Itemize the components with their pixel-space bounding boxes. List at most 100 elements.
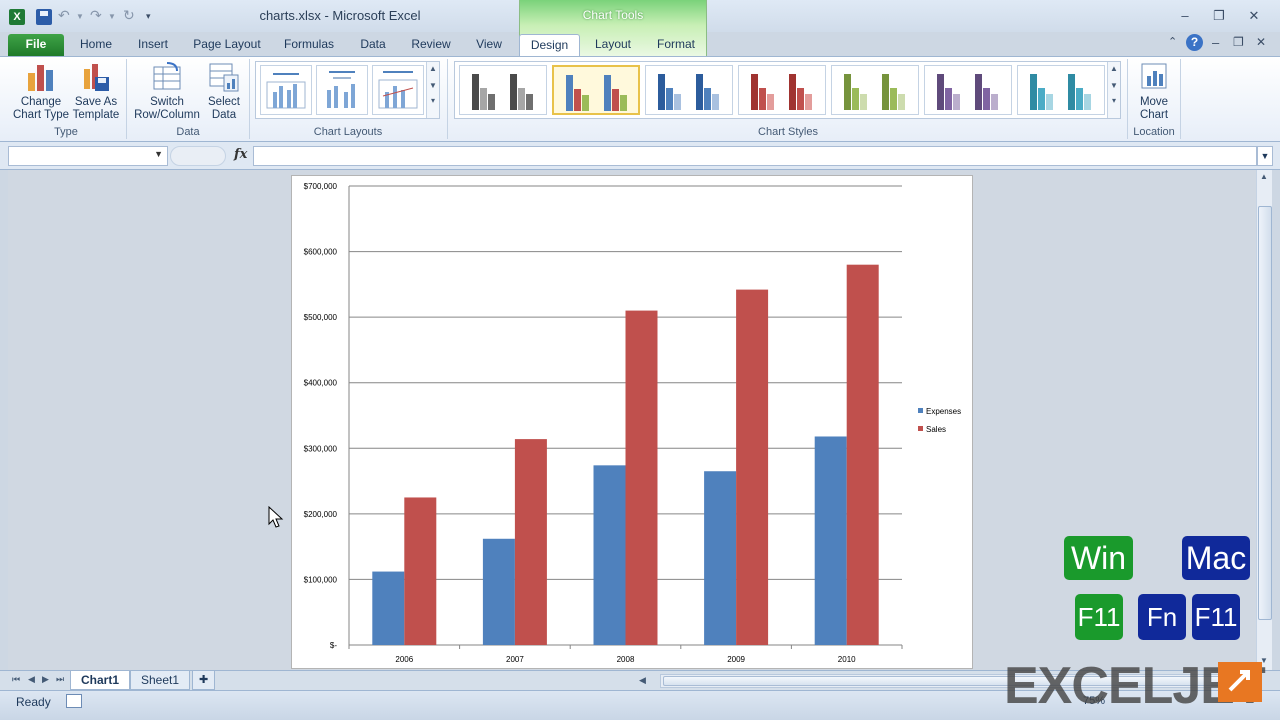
- chart-style-2[interactable]: [552, 65, 640, 115]
- sheet-tab-chart1[interactable]: Chart1: [70, 671, 131, 690]
- y-tick-label: $300,000: [304, 444, 338, 453]
- bar-expenses-2008: [593, 465, 626, 645]
- group-separator: [249, 59, 250, 139]
- legend-label-expenses: Expenses: [926, 407, 961, 416]
- macro-recording-icon[interactable]: [66, 694, 82, 708]
- group-separator: [126, 59, 127, 139]
- tab-review[interactable]: Review: [411, 37, 451, 51]
- chart-style-1[interactable]: [459, 65, 547, 115]
- doc-restore-icon[interactable]: ❐: [1233, 35, 1244, 49]
- group-separator: [447, 59, 448, 139]
- group-label-chart-styles: Chart Styles: [758, 126, 818, 138]
- switch-row-column-label: Switch Row/Column: [134, 96, 200, 121]
- doc-minimize-icon[interactable]: –: [1212, 35, 1220, 50]
- vertical-scroll-thumb[interactable]: [1258, 206, 1272, 620]
- tab-formulas[interactable]: Formulas: [283, 37, 334, 51]
- x-tick-label: 2007: [506, 655, 524, 664]
- vertical-scrollbar[interactable]: ▲ ▼: [1256, 170, 1272, 670]
- bar-expenses-2007: [482, 538, 515, 645]
- bar-sales-2010: [846, 264, 879, 645]
- y-tick-label: $600,000: [304, 248, 338, 257]
- tab-data[interactable]: Data: [360, 37, 386, 51]
- undo-icon[interactable]: ↶: [58, 7, 70, 23]
- minimize-button[interactable]: –: [1181, 8, 1189, 23]
- name-box-dropdown-icon[interactable]: ▼: [154, 149, 163, 159]
- tab-home[interactable]: Home: [79, 37, 112, 51]
- save-as-template-label: Save As Template: [72, 96, 120, 121]
- insert-sheet-icon[interactable]: ✚: [192, 671, 216, 690]
- chart-layouts-gallery[interactable]: ▲ ▼ ▾: [255, 61, 440, 119]
- chart-layout-2[interactable]: [316, 65, 368, 115]
- move-chart-icon: [1138, 61, 1170, 93]
- chart-area[interactable]: $- $100,000 $200,000 $300,000 $400,000 $500,0…: [291, 175, 973, 669]
- change-chart-type-label: Change Chart Type: [12, 96, 70, 121]
- x-tick-label: 2008: [617, 655, 635, 664]
- tab-design[interactable]: Design: [519, 34, 580, 56]
- chart-style-3[interactable]: [645, 65, 733, 115]
- name-box[interactable]: ▼: [8, 146, 168, 166]
- chart-styles-gallery[interactable]: ▲ ▼ ▾: [454, 61, 1121, 119]
- customize-qat-icon[interactable]: ▾: [146, 11, 151, 21]
- change-chart-type-icon: [25, 61, 57, 93]
- chart-style-5[interactable]: [831, 65, 919, 115]
- chart-plot[interactable]: $- $100,000 $200,000 $300,000 $400,000 $500,0…: [292, 176, 974, 670]
- bar-sales-2008: [625, 310, 658, 645]
- next-sheet-icon[interactable]: ▶: [42, 674, 49, 684]
- first-sheet-icon[interactable]: ⏮: [12, 674, 21, 684]
- save-as-template-icon: [80, 61, 112, 93]
- sheet-tab-bar: ⏮ ◀ ▶ ⏭ Chart1 Sheet1 ✚ ◀: [0, 670, 1280, 690]
- tab-view[interactable]: View: [476, 37, 502, 51]
- expand-formula-bar-icon[interactable]: ▼: [1257, 146, 1273, 166]
- chart-style-4[interactable]: [738, 65, 826, 115]
- excel-logo-icon[interactable]: X: [9, 9, 25, 25]
- repeat-icon[interactable]: ↻: [123, 7, 135, 23]
- chart-layouts-scroll[interactable]: ▲ ▼ ▾: [426, 62, 439, 118]
- undo-dropdown-icon[interactable]: ▼: [76, 12, 84, 21]
- y-tick-label: $700,000: [304, 182, 338, 191]
- last-sheet-icon[interactable]: ⏭: [56, 674, 65, 684]
- tab-layout[interactable]: Layout: [594, 37, 632, 51]
- change-chart-type-button[interactable]: Change Chart Type: [12, 59, 70, 122]
- group-separator: [1127, 59, 1128, 139]
- bar-expenses-2010: [814, 436, 847, 645]
- tab-page-layout[interactable]: Page Layout: [193, 37, 261, 51]
- tab-format[interactable]: Format: [656, 37, 695, 51]
- scroll-left-icon[interactable]: ◀: [639, 675, 646, 685]
- zoom-level[interactable]: 75%: [1083, 695, 1106, 707]
- move-chart-button[interactable]: Move Chart: [1132, 59, 1176, 122]
- scroll-down-icon[interactable]: ▼: [1260, 656, 1268, 665]
- tab-insert[interactable]: Insert: [137, 37, 168, 51]
- redo-icon[interactable]: ↷: [90, 7, 102, 23]
- doc-close-icon[interactable]: ✕: [1256, 35, 1267, 49]
- restore-button[interactable]: ❐: [1213, 8, 1225, 23]
- chart-styles-scroll[interactable]: ▲ ▼ ▾: [1107, 62, 1120, 118]
- prev-sheet-icon[interactable]: ◀: [28, 674, 35, 684]
- x-tick-label: 2009: [727, 655, 745, 664]
- save-icon[interactable]: [36, 9, 52, 25]
- chart-layout-1[interactable]: [260, 65, 312, 115]
- help-icon[interactable]: ?: [1186, 34, 1203, 51]
- chart-style-6[interactable]: [924, 65, 1012, 115]
- win-platform-badge: Win: [1064, 536, 1133, 580]
- formula-input[interactable]: [253, 146, 1257, 166]
- select-data-button[interactable]: Select Data: [204, 59, 244, 122]
- save-as-template-button[interactable]: Save As Template: [70, 59, 122, 122]
- formula-bar: ▼ fx ▼: [0, 142, 1280, 170]
- exceljet-logo: EXCELJET: [1004, 658, 1280, 720]
- ribbon: Change Chart Type Save As Template Type …: [0, 56, 1280, 142]
- formula-bar-splitter[interactable]: [170, 146, 226, 166]
- chart-sheet-workspace: $- $100,000 $200,000 $300,000 $400,000 $500,0…: [8, 170, 1256, 670]
- chart-style-7[interactable]: [1017, 65, 1105, 115]
- brand-mark-icon: [1218, 662, 1262, 702]
- tab-file[interactable]: File: [8, 34, 64, 56]
- group-separator: [1180, 59, 1181, 139]
- group-label-type: Type: [54, 126, 78, 138]
- close-button[interactable]: ✕: [1248, 8, 1260, 23]
- collapse-ribbon-icon[interactable]: ⌃: [1168, 36, 1178, 48]
- sheet-tab-sheet1[interactable]: Sheet1: [130, 671, 191, 690]
- chart-layout-3[interactable]: [372, 65, 424, 115]
- switch-row-column-button[interactable]: Switch Row/Column: [130, 59, 204, 122]
- redo-dropdown-icon[interactable]: ▼: [108, 12, 116, 21]
- insert-function-icon[interactable]: fx: [234, 147, 248, 162]
- scroll-up-icon[interactable]: ▲: [1260, 172, 1268, 181]
